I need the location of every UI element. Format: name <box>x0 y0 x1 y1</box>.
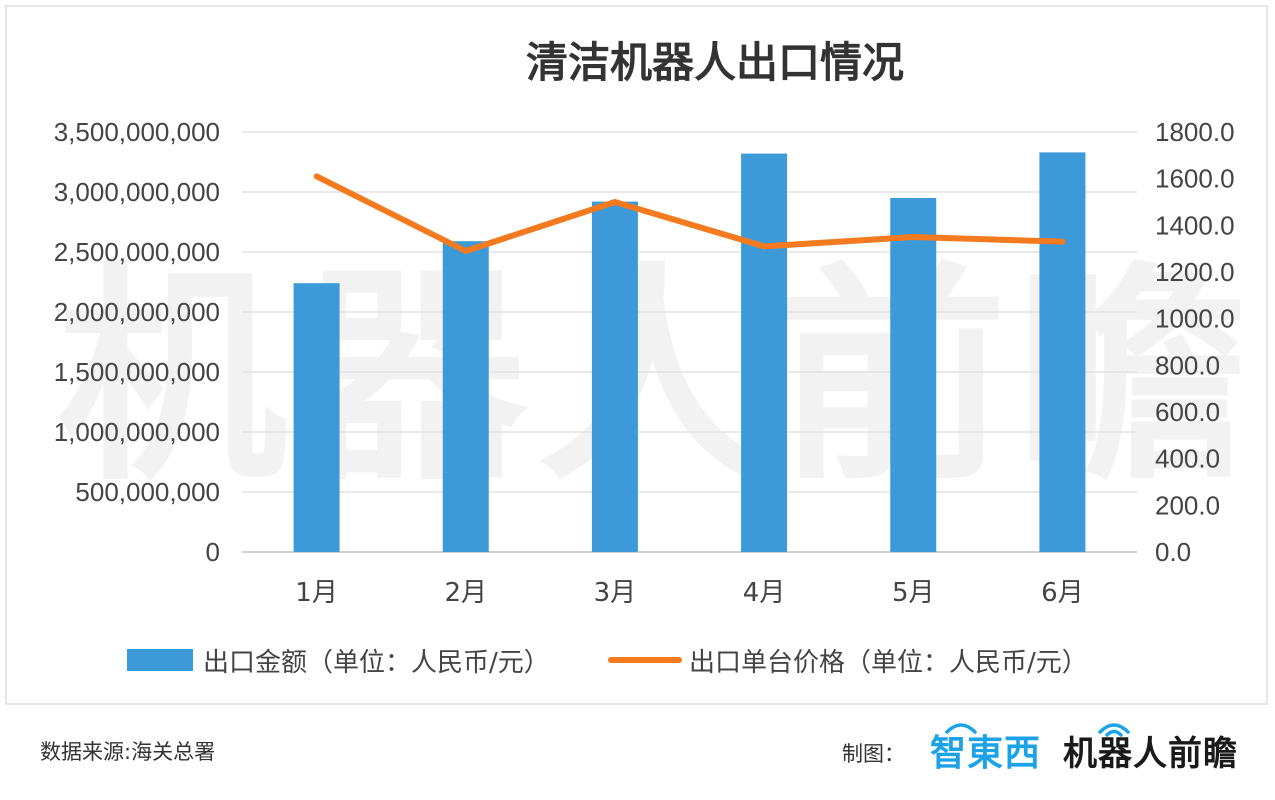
chart-title: 清洁机器人出口情况 <box>526 38 904 87</box>
y-left-tick-label: 500,000,000 <box>75 477 220 507</box>
y-right-tick-label: 1200.0 <box>1155 257 1235 287</box>
x-tick-label: 4月 <box>743 578 786 608</box>
y-right-tick-label: 0.0 <box>1155 537 1191 567</box>
y-right-tick-label: 1000.0 <box>1155 304 1235 334</box>
bar <box>890 198 937 552</box>
bar <box>1039 152 1086 552</box>
y-left-tick-label: 2,000,000,000 <box>54 297 220 327</box>
y-right-tick-label: 1400.0 <box>1155 210 1235 240</box>
y-right-tick-label: 800.0 <box>1155 350 1220 380</box>
y-left-tick-label: 3,500,000,000 <box>54 117 220 147</box>
legend-label-line: 出口单台价格（单位：人民币/元） <box>689 648 1088 678</box>
legend-swatch-bar <box>127 649 193 671</box>
wifi-logo-icon-2 <box>945 723 977 734</box>
x-tick-label: 5月 <box>892 578 935 608</box>
bar <box>591 201 638 552</box>
bar <box>442 241 489 552</box>
credit-label: 制图： <box>842 742 905 766</box>
y-left-tick-label: 0 <box>206 537 220 567</box>
y-left-tick-label: 1,500,000,000 <box>54 357 220 387</box>
y-right-tick-label: 1600.0 <box>1155 164 1235 194</box>
price-line <box>313 173 1066 254</box>
y-left-tick-label: 2,500,000,000 <box>54 237 220 267</box>
y-right-tick-label: 1800.0 <box>1155 117 1235 147</box>
y-right-tick-label: 200.0 <box>1155 490 1220 520</box>
x-tick-label: 2月 <box>444 578 487 608</box>
zhidongxi-logo: 智東西 <box>930 733 1042 774</box>
chart-frame: 机器人前瞻 清洁机器人出口情况 0 500,000,000 1,000,000,000 1… <box>5 5 1268 705</box>
wifi-logo-icon <box>1098 723 1130 737</box>
y-right-tick-label: 400.0 <box>1155 444 1220 474</box>
y-left-tick-label: 1,000,000,000 <box>54 417 220 447</box>
jiqirenqianzhan-logo: 机器人前瞻 <box>1063 734 1238 774</box>
y-right-tick-label: 600.0 <box>1155 397 1220 427</box>
x-tick-label: 1月 <box>295 578 338 608</box>
y-left-tick-label: 3,000,000,000 <box>54 177 220 207</box>
data-source-text: 数据来源:海关总署 <box>40 740 216 764</box>
bar <box>741 153 788 552</box>
chart-svg: 机器人前瞻清洁机器人出口情况0500,000,0001,000,000,0001… <box>54 38 1247 678</box>
bar <box>293 283 340 552</box>
x-tick-label: 3月 <box>594 578 637 608</box>
x-tick-label: 6月 <box>1041 578 1084 608</box>
legend-label-bar: 出口金额（单位：人民币/元） <box>203 648 550 678</box>
